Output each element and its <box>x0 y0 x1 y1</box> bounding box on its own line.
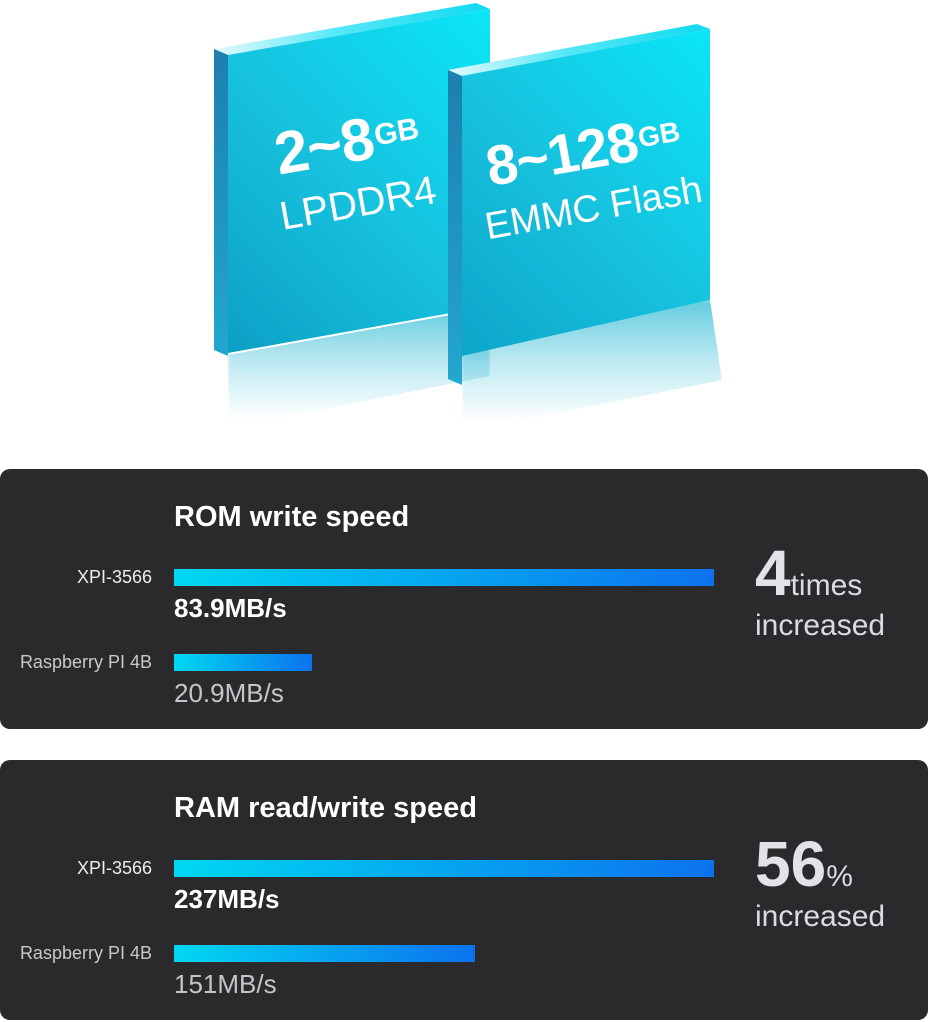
ram-highlight-caption: increased <box>755 900 886 933</box>
ram-bar-label-xpi3566: XPI-3566 <box>76 858 152 878</box>
rom-panel-title: ROM write speed <box>174 501 410 533</box>
ram-highlight-line: 56% <box>755 832 885 896</box>
rom-highlight-line: 4 times <box>755 541 885 605</box>
rom-highlight-stat: 4 times increased <box>755 541 885 643</box>
rom-value-xpi3566: 83.9MB/s <box>174 593 287 623</box>
emmc-capacity-unit: GB <box>635 115 683 154</box>
ram-value-raspberrypi4b: 151MB/s <box>174 969 277 999</box>
rom-highlight-suffix: times <box>790 569 863 602</box>
rom-bar-xpi3566 <box>174 569 714 586</box>
ram-value-xpi3566: 237MB/s <box>174 884 280 914</box>
ram-read-write-speed-panel: RAM read/write speed XPI-3566 237MB/s Ra… <box>0 760 928 1020</box>
ram-highlight-number: 56 <box>755 828 827 900</box>
ram-bar-label-raspberrypi4b: Raspberry PI 4B <box>19 943 152 963</box>
emmc-chip-side-face <box>448 70 462 385</box>
lpddr4-capacity-unit: GB <box>371 112 422 153</box>
rom-value-raspberrypi4b: 20.9MB/s <box>174 678 284 708</box>
ram-highlight-suffix: % <box>826 860 853 893</box>
rom-bar-label-xpi3566: XPI-3566 <box>76 567 152 587</box>
rom-highlight-number: 4 <box>755 537 791 609</box>
memory-hero-graphic: 2~8GB LPDDR4 8~128GB EMMC Flash <box>0 0 928 469</box>
rom-write-speed-panel: ROM write speed XPI-3566 83.9MB/s Raspbe… <box>0 469 928 729</box>
rom-bar-raspberrypi4b <box>174 654 312 671</box>
ram-bar-xpi3566 <box>174 860 714 877</box>
rom-highlight-caption: increased <box>755 609 886 642</box>
lpddr4-chip-side-face <box>214 49 228 356</box>
ram-panel-title: RAM read/write speed <box>174 792 477 824</box>
emmc-chip-front-face <box>462 29 710 356</box>
rom-bar-label-raspberrypi4b: Raspberry PI 4B <box>19 652 152 672</box>
panel-divider-gap <box>0 729 928 760</box>
ram-highlight-stat: 56% increased <box>755 832 885 934</box>
ram-bar-raspberrypi4b <box>174 945 475 962</box>
lpddr4-chip-front-face <box>228 9 490 353</box>
